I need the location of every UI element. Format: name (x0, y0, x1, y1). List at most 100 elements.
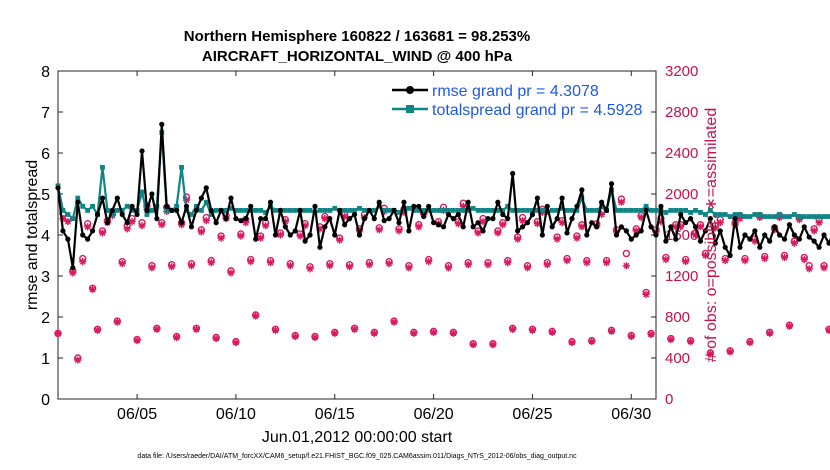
y-tick-label-left: 6 (41, 146, 50, 163)
obs-assimilated-point (810, 227, 818, 235)
obs-assimilated-point (622, 262, 630, 270)
rmse-point (608, 181, 615, 187)
obs-assimilated-point (716, 219, 724, 227)
totalspread-point (401, 208, 407, 213)
obs-assimilated-point (425, 258, 433, 266)
obs-assimilated-point (583, 259, 591, 267)
data-file-footnote: data file: /Users/raeder/DAI/ATM_forcXX/… (137, 453, 577, 460)
totalspread-point (258, 208, 264, 213)
rmse-point (663, 238, 669, 244)
rmse-point (678, 211, 684, 218)
rmse-point (781, 236, 788, 242)
totalspread-point (752, 212, 758, 217)
legend-spread-label: totalspread grand pr = 4.5928 (432, 102, 642, 119)
totalspread-point (139, 189, 145, 195)
rmse-point (282, 224, 288, 230)
obs-assimilated-point (518, 217, 527, 225)
obs-assimilated-point (64, 218, 72, 226)
rmse-point (193, 207, 199, 213)
obs-assimilated-point (98, 229, 107, 237)
totalspread-point (65, 212, 71, 217)
totalspread-point (589, 208, 595, 213)
totalspread-point (628, 208, 634, 213)
y-tick-label-right: 2800 (665, 104, 698, 121)
totalspread-point (727, 214, 733, 219)
totalspread-point (450, 208, 456, 213)
rmse-point (75, 199, 81, 205)
obs-assimilated-point (257, 234, 265, 242)
obs-assimilated-point (662, 256, 670, 264)
obs-assimilated-point (741, 257, 749, 265)
obs-assimilated-point (276, 231, 284, 239)
rmse-point (104, 220, 111, 226)
rmse-point (510, 170, 516, 177)
rmse-point (406, 228, 412, 234)
totalspread-point (208, 212, 214, 217)
totalspread-point (327, 208, 333, 213)
totalspread-point (574, 208, 580, 213)
rmse-point (515, 228, 521, 234)
totalspread-point (446, 208, 451, 213)
rmse-point (223, 216, 229, 222)
totalspread-point (70, 216, 76, 221)
rmse-point (529, 211, 536, 218)
obs-assimilated-point (153, 325, 161, 333)
rmse-point (114, 195, 120, 201)
obs-assimilated-point (326, 262, 334, 270)
totalspread-point (703, 212, 708, 217)
obs-assimilated-point (627, 332, 635, 341)
totalspread-point (737, 212, 743, 217)
obs-assimilated-point (390, 318, 398, 326)
totalspread-point (614, 208, 619, 213)
totalspread-point (342, 208, 348, 213)
totalspread-point (480, 208, 486, 213)
rmse-point (109, 207, 115, 213)
rmse-point (613, 232, 620, 238)
totalspread-point (757, 212, 763, 217)
rmse-point (821, 232, 827, 238)
y-tick-label-left: 2 (41, 310, 50, 327)
obs-assimilated-point (504, 259, 512, 267)
obs-assimilated-point (212, 334, 220, 343)
rmse-point (440, 224, 447, 230)
obs-assimilated-point (607, 327, 616, 335)
rmse-point (65, 236, 71, 242)
obs-assimilated-point (237, 232, 245, 240)
rmse-point (475, 220, 481, 226)
obs-assimilated-point (761, 254, 769, 263)
totalspread-point (238, 208, 244, 213)
rmse-point (213, 220, 219, 226)
obs-assimilated-point (469, 341, 477, 349)
legend: rmse grand pr = 4.3078 totalspread grand… (392, 83, 642, 119)
rmse-point (564, 230, 570, 236)
totalspread-point (233, 208, 239, 213)
rmse-point (534, 195, 540, 201)
obs-assimilated-point (642, 290, 650, 299)
totalspread-point (732, 212, 738, 217)
y-tick-label-left: 5 (41, 187, 50, 204)
rmse-point (603, 207, 610, 213)
totalspread-point (619, 208, 624, 213)
obs-assimilated-point (701, 251, 710, 260)
rmse-point (307, 232, 313, 238)
obs-assimilated-point (815, 219, 823, 227)
totalspread-point (203, 199, 209, 205)
chart-title-line1: Northern Hemisphere 160822 / 163681 = 98… (184, 28, 530, 45)
obs-assimilated-point (405, 264, 413, 272)
totalspread-point (623, 208, 629, 213)
totalspread-point (282, 208, 288, 213)
rmse-point (495, 199, 501, 205)
rmse-point (618, 224, 625, 230)
rmse-point (386, 216, 392, 222)
obs-assimilated-point (370, 329, 378, 337)
rmse-point (337, 207, 343, 213)
totalspread-point (189, 212, 194, 217)
obs-assimilated-point (138, 222, 146, 230)
y-tick-label-right: 800 (665, 309, 690, 326)
totalspread-point (243, 208, 249, 213)
rmse-point (717, 228, 723, 234)
rmse-point (490, 216, 496, 222)
totalspread-point (465, 208, 471, 213)
totalspread-point (253, 208, 259, 213)
